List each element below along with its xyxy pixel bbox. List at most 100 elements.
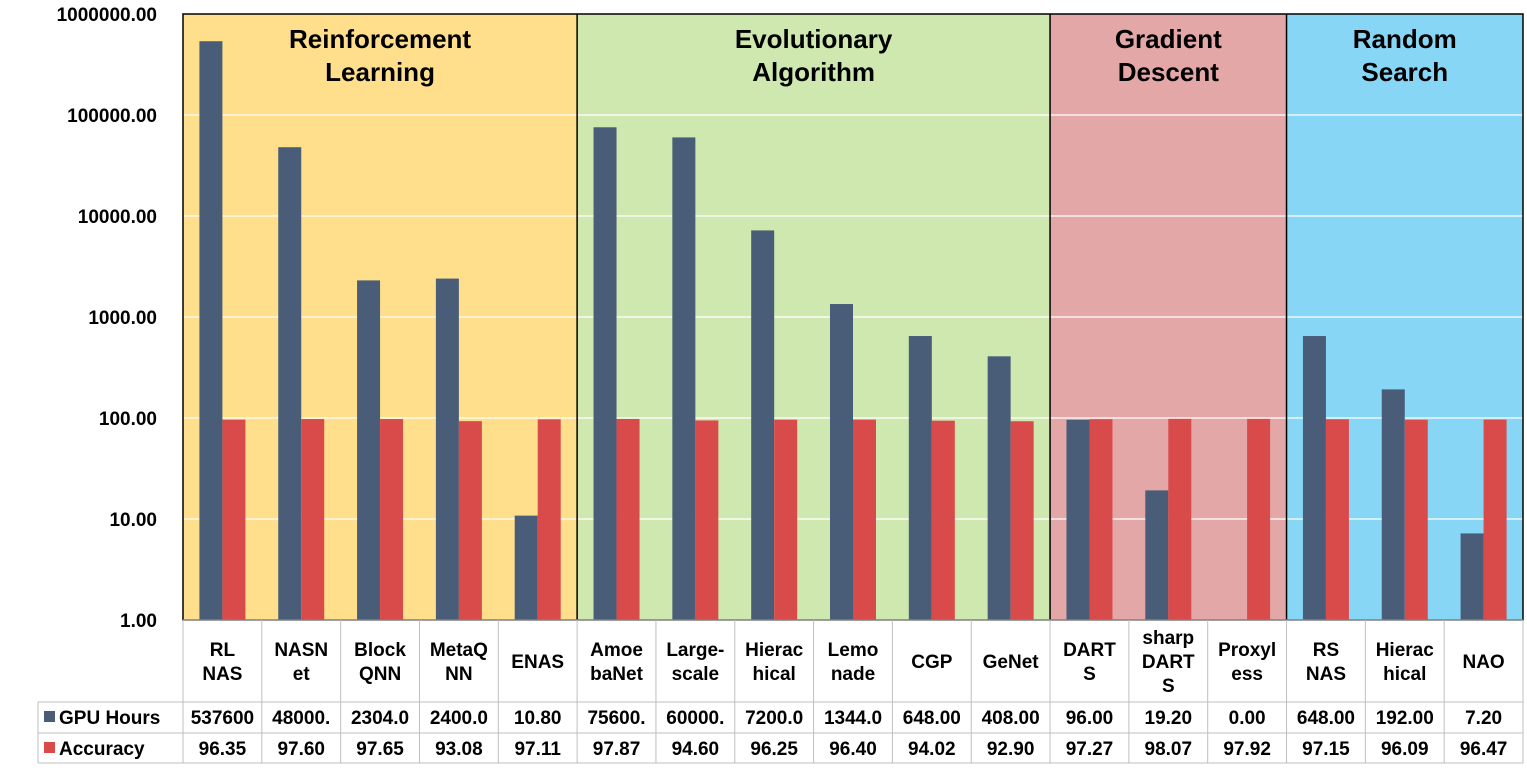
table-cell: 94.02 xyxy=(908,739,956,760)
group-label: Search xyxy=(1361,57,1448,87)
y-tick-label: 1.00 xyxy=(120,611,157,632)
table-cell: 97.11 xyxy=(514,739,561,760)
bar-accuracy xyxy=(301,419,325,620)
table-cell: 94.60 xyxy=(672,739,720,760)
category-label: Hierac xyxy=(745,640,804,661)
table-cell: 48000. xyxy=(272,708,330,729)
bar-accuracy xyxy=(1168,418,1192,620)
group-label: Reinforcement xyxy=(289,24,471,54)
bar-gpu-hours xyxy=(1460,533,1484,620)
table-cell: 0.00 xyxy=(1229,708,1266,729)
table-cell: 648.00 xyxy=(1297,708,1355,729)
bar-gpu-hours xyxy=(987,356,1011,620)
table-cell: 96.40 xyxy=(829,739,877,760)
category-label: DART xyxy=(1142,652,1195,673)
table-cell: 93.08 xyxy=(435,739,483,760)
category-label: GeNet xyxy=(983,652,1040,673)
bar-accuracy xyxy=(853,419,876,620)
legend-swatch xyxy=(44,742,55,753)
table-cell: 92.90 xyxy=(987,739,1035,760)
table-cell: 2304.0 xyxy=(351,708,409,729)
category-label: MetaQ xyxy=(430,640,488,661)
category-label: baNet xyxy=(590,664,643,685)
category-label: nade xyxy=(831,664,875,685)
bar-accuracy xyxy=(695,420,719,620)
y-tick-label: 1000000.00 xyxy=(57,5,157,26)
y-tick-label: 10.00 xyxy=(109,510,157,531)
table-cell: 648.00 xyxy=(903,708,961,729)
category-label: Hierac xyxy=(1376,640,1435,661)
table-cell: 97.60 xyxy=(277,739,325,760)
bar-accuracy xyxy=(1483,419,1507,620)
bar-accuracy xyxy=(774,419,798,620)
category-label: NAS xyxy=(1306,664,1346,685)
bar-gpu-hours xyxy=(593,127,617,621)
category-label: ENAS xyxy=(511,652,564,673)
bars xyxy=(182,13,1524,621)
legend-label: Accuracy xyxy=(59,739,145,760)
category-label: et xyxy=(293,664,311,685)
table-cell: 60000. xyxy=(666,708,724,729)
table-cell: 1344.0 xyxy=(824,708,882,729)
category-label: NAS xyxy=(202,664,242,685)
bar-gpu-hours xyxy=(1145,490,1169,620)
bar-gpu-hours xyxy=(1302,336,1326,620)
category-label: CGP xyxy=(911,652,953,673)
group-label: Descent xyxy=(1118,57,1219,87)
group-label: Random xyxy=(1353,24,1457,54)
table-cell: 96.25 xyxy=(750,739,798,760)
bar-gpu-hours xyxy=(751,230,775,620)
bar-gpu-hours xyxy=(199,41,223,620)
table-cell: 7.20 xyxy=(1465,708,1502,729)
table-cell: 75600. xyxy=(587,708,645,729)
bar-accuracy xyxy=(1010,421,1034,620)
category-label: DART xyxy=(1063,640,1116,661)
table-cell: 7200.0 xyxy=(745,708,803,729)
table-cell: 96.47 xyxy=(1460,739,1508,760)
category-label: Amoe xyxy=(590,640,643,661)
table-cell: 10.80 xyxy=(514,708,562,729)
y-tick-label: 10000.00 xyxy=(78,207,157,228)
category-label: QNN xyxy=(359,664,401,685)
table-cell: 537600 xyxy=(191,708,254,729)
group-label: Evolutionary xyxy=(735,24,893,54)
category-label: sharp xyxy=(1142,628,1194,649)
bar-accuracy xyxy=(1325,419,1349,620)
category-label: RS xyxy=(1313,640,1339,661)
bar-gpu-hours xyxy=(278,147,302,620)
y-tick-label: 100000.00 xyxy=(67,106,157,127)
table-cell: 408.00 xyxy=(982,708,1040,729)
category-label: Proxyl xyxy=(1218,640,1276,661)
y-tick-label: 1000.00 xyxy=(88,308,157,329)
bar-accuracy xyxy=(537,419,561,620)
category-label: NN xyxy=(445,664,472,685)
bar-accuracy xyxy=(380,419,404,620)
table-cell: 97.27 xyxy=(1066,739,1114,760)
group-label: Learning xyxy=(325,57,435,87)
data-table: RL NAS NASN et Block QNN MetaQ NN ENAS Amoe baNet L… xyxy=(37,619,1524,764)
category-label: ess xyxy=(1231,664,1263,685)
legend-label: GPU Hours xyxy=(59,708,160,729)
y-tick-label: 100.00 xyxy=(99,409,157,430)
category-label: Block xyxy=(354,640,406,661)
bar-accuracy xyxy=(1404,419,1428,620)
table-cell: 97.87 xyxy=(593,739,641,760)
bar-accuracy xyxy=(616,418,640,620)
category-label: S xyxy=(1162,676,1175,697)
category-label: hical xyxy=(1383,664,1426,685)
bar-accuracy xyxy=(222,419,246,620)
table-cell: 97.15 xyxy=(1302,739,1350,760)
bar-gpu-hours xyxy=(357,280,381,620)
category-label: NASN xyxy=(274,640,328,661)
y-axis: 1.00 10.00 100.00 1000.00 10000.00 100000.00 1… xyxy=(57,5,157,632)
table-cell: 19.20 xyxy=(1145,708,1193,729)
bar-gpu-hours xyxy=(830,304,853,620)
bar-accuracy xyxy=(931,420,955,620)
group-label: Gradient xyxy=(1115,24,1222,54)
category-label: Lemo xyxy=(828,640,879,661)
category-label: S xyxy=(1083,664,1096,685)
legend-swatch xyxy=(44,711,55,722)
group-label: Algorithm xyxy=(752,57,875,87)
